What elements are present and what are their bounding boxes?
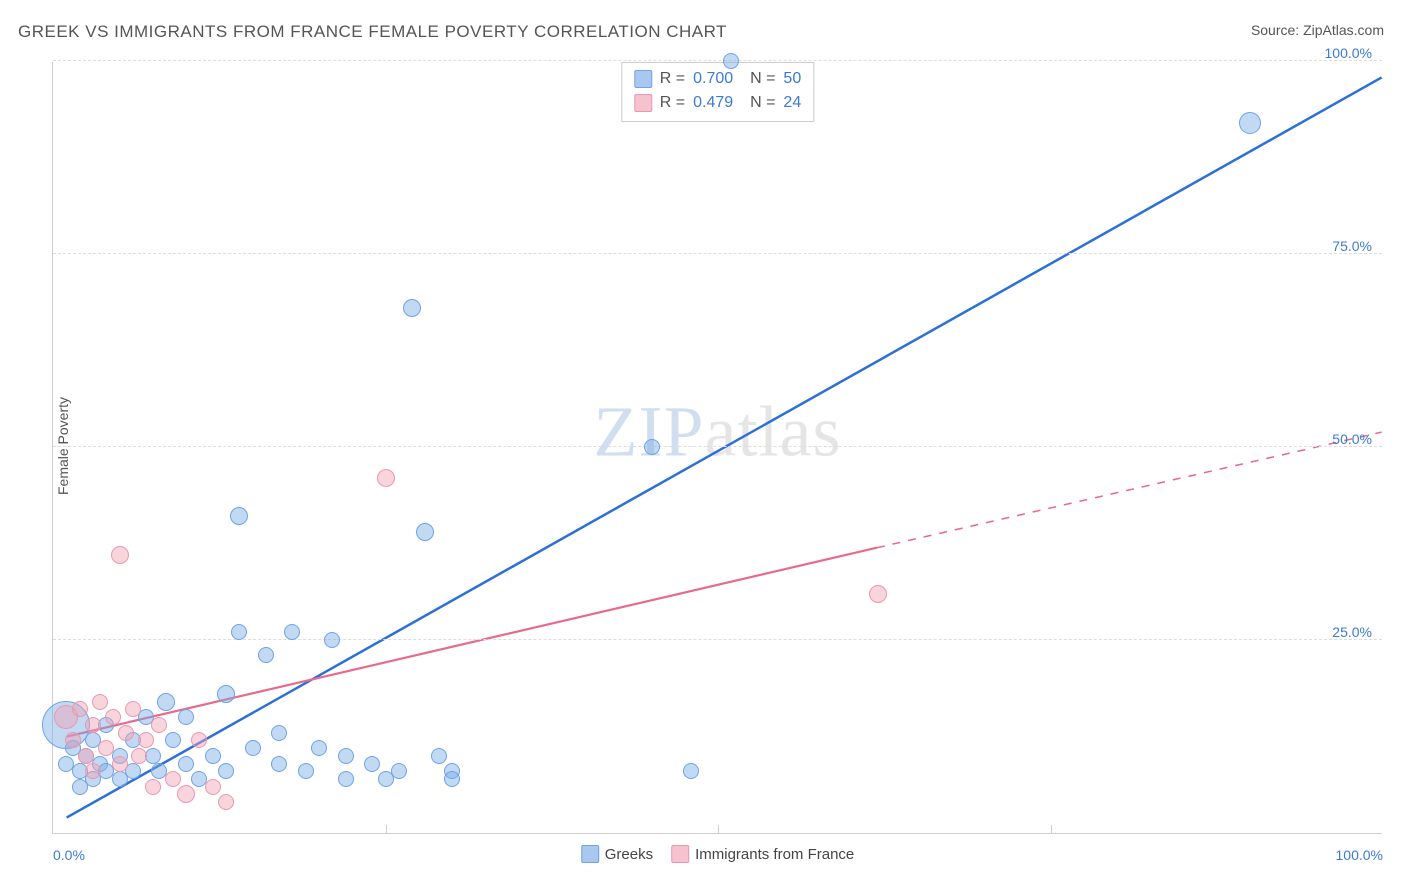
data-point bbox=[165, 732, 181, 748]
legend-n-value: 24 bbox=[783, 91, 801, 115]
watermark-zip: ZIP bbox=[594, 392, 705, 472]
data-point bbox=[431, 748, 447, 764]
data-point bbox=[178, 709, 194, 725]
data-point bbox=[683, 763, 699, 779]
data-point bbox=[271, 756, 287, 772]
data-point bbox=[157, 693, 175, 711]
data-point bbox=[218, 794, 234, 810]
x-tick-label: 0.0% bbox=[53, 847, 85, 863]
source-label: Source: ZipAtlas.com bbox=[1251, 22, 1384, 38]
plot-area: ZIPatlas R =0.700 N =50R =0.479 N =24 Gr… bbox=[52, 62, 1382, 834]
legend-swatch bbox=[634, 70, 652, 88]
data-point bbox=[151, 717, 167, 733]
legend-swatch bbox=[581, 845, 599, 863]
gridline-horizontal bbox=[53, 253, 1382, 254]
data-point bbox=[205, 748, 221, 764]
series-legend-item: Immigrants from France bbox=[671, 845, 854, 863]
data-point bbox=[105, 709, 121, 725]
data-point bbox=[245, 740, 261, 756]
data-point bbox=[723, 53, 739, 69]
data-point bbox=[125, 701, 141, 717]
data-point bbox=[258, 647, 274, 663]
data-point bbox=[231, 624, 247, 640]
series-legend-label: Immigrants from France bbox=[695, 846, 854, 863]
gridline-vertical bbox=[718, 825, 719, 833]
data-point bbox=[85, 717, 101, 733]
data-point bbox=[311, 740, 327, 756]
data-point bbox=[118, 725, 134, 741]
data-point bbox=[444, 771, 460, 787]
data-point bbox=[145, 779, 161, 795]
legend-n-value: 50 bbox=[783, 67, 801, 91]
france-trend bbox=[67, 548, 877, 737]
data-point bbox=[416, 523, 434, 541]
data-point bbox=[111, 546, 129, 564]
series-legend-item: Greeks bbox=[581, 845, 653, 863]
y-tick-label: 25.0% bbox=[1332, 624, 1372, 640]
data-point bbox=[403, 299, 421, 317]
watermark: ZIPatlas bbox=[594, 391, 842, 474]
y-tick-label: 75.0% bbox=[1332, 238, 1372, 254]
chart-container: GREEK VS IMMIGRANTS FROM FRANCE FEMALE P… bbox=[0, 0, 1406, 892]
gridline-horizontal bbox=[53, 446, 1382, 447]
correlation-legend: R = 0.700 N = 50 R = 0.479 N = 24 bbox=[621, 62, 814, 122]
gridline-vertical bbox=[1051, 825, 1052, 833]
france-trend-dashed bbox=[877, 432, 1382, 548]
gridline-vertical bbox=[386, 825, 387, 833]
data-point bbox=[177, 785, 195, 803]
data-point bbox=[65, 732, 81, 748]
data-point bbox=[165, 771, 181, 787]
gridline-horizontal bbox=[53, 639, 1382, 640]
legend-swatch bbox=[634, 94, 652, 112]
legend-n-label: N = bbox=[741, 91, 775, 115]
series-legend: Greeks Immigrants from France bbox=[581, 845, 855, 863]
data-point bbox=[78, 748, 94, 764]
data-point bbox=[644, 439, 660, 455]
series-legend-label: Greeks bbox=[605, 846, 653, 863]
legend-r-value: 0.479 bbox=[693, 91, 733, 115]
data-point bbox=[112, 756, 128, 772]
y-tick-label: 50.0% bbox=[1332, 431, 1372, 447]
data-point bbox=[391, 763, 407, 779]
data-point bbox=[271, 725, 287, 741]
data-point bbox=[72, 701, 88, 717]
correlation-legend-row: R = 0.700 N = 50 bbox=[634, 67, 801, 91]
data-point bbox=[217, 685, 235, 703]
data-point bbox=[338, 771, 354, 787]
correlation-legend-row: R = 0.479 N = 24 bbox=[634, 91, 801, 115]
data-point bbox=[298, 763, 314, 779]
data-point bbox=[131, 748, 147, 764]
data-point bbox=[324, 632, 340, 648]
data-point bbox=[338, 748, 354, 764]
data-point bbox=[92, 694, 108, 710]
data-point bbox=[284, 624, 300, 640]
data-point bbox=[178, 756, 194, 772]
x-tick-label: 100.0% bbox=[1336, 847, 1383, 863]
data-point bbox=[869, 585, 887, 603]
chart-title: GREEK VS IMMIGRANTS FROM FRANCE FEMALE P… bbox=[18, 22, 727, 42]
trend-lines-layer bbox=[53, 62, 1382, 833]
legend-r-label: R = bbox=[660, 91, 685, 115]
data-point bbox=[1239, 112, 1261, 134]
gridline-horizontal bbox=[53, 60, 1382, 61]
greeks-trend bbox=[67, 77, 1382, 817]
legend-r-label: R = bbox=[660, 67, 685, 91]
data-point bbox=[205, 779, 221, 795]
data-point bbox=[98, 740, 114, 756]
data-point bbox=[85, 763, 101, 779]
legend-n-label: N = bbox=[741, 67, 775, 91]
data-point bbox=[218, 763, 234, 779]
data-point bbox=[230, 507, 248, 525]
legend-swatch bbox=[671, 845, 689, 863]
data-point bbox=[191, 732, 207, 748]
y-tick-label: 100.0% bbox=[1325, 45, 1372, 61]
data-point bbox=[377, 469, 395, 487]
data-point bbox=[138, 732, 154, 748]
data-point bbox=[364, 756, 380, 772]
legend-r-value: 0.700 bbox=[693, 67, 733, 91]
watermark-atlas: atlas bbox=[705, 392, 842, 472]
